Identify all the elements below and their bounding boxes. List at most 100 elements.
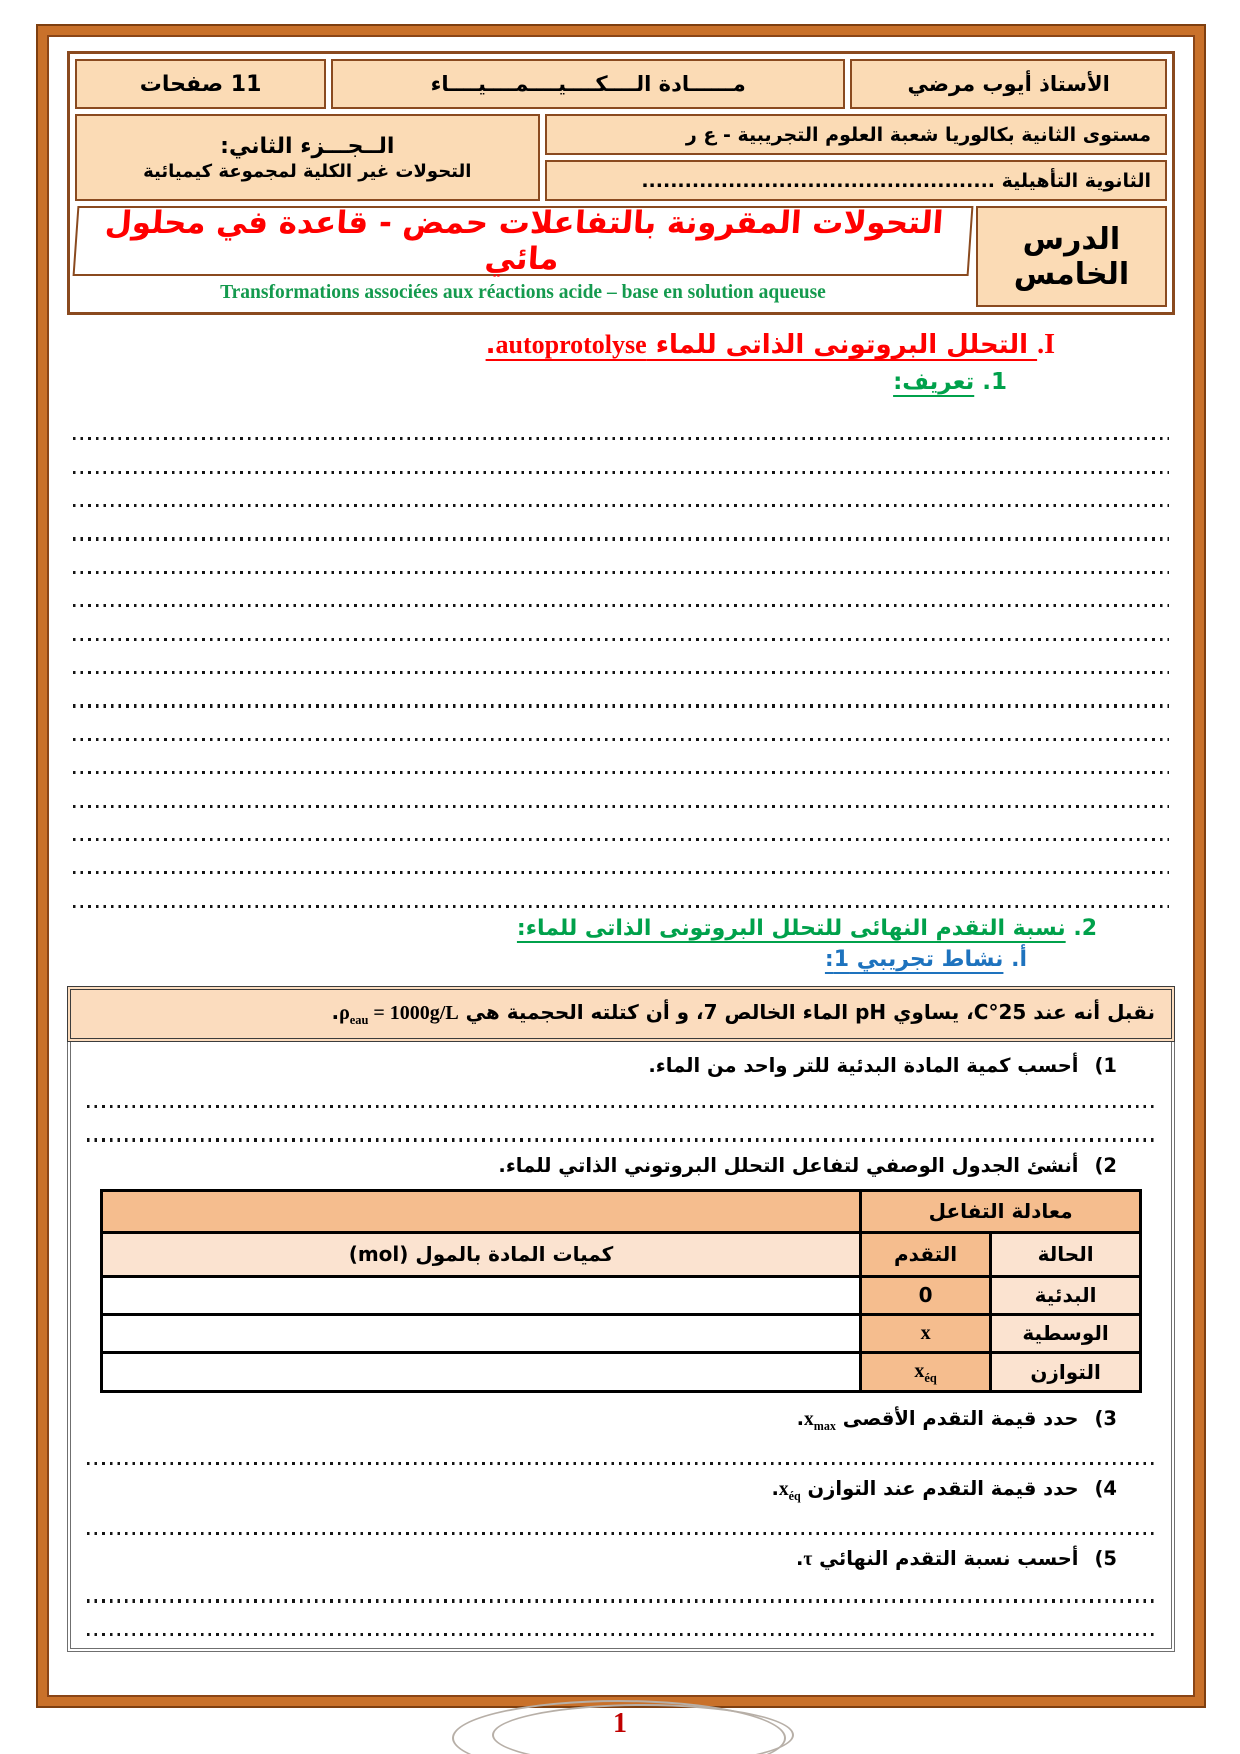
dotted-line: [67, 411, 1175, 444]
statement-period: .: [331, 999, 340, 1024]
question-3-number: 3): [1094, 1406, 1118, 1430]
xeq-symbol: x: [914, 1359, 925, 1382]
dotted-line: [67, 778, 1175, 811]
activity-subheading: أ. نشاط تجريبي 1:: [67, 941, 1175, 972]
header-row-2: مستوى الثانية بكالوريا شعبة العلوم التجر…: [75, 114, 1167, 201]
table-equation-row: معادلة التفاعل: [99, 1188, 1143, 1234]
question-5: 5) أحسب نسبة التقدم النهائي τ.: [81, 1539, 1161, 1573]
section2-heading: 2. نسبة التقدم النهائى للتحلل البروتونى …: [67, 912, 1175, 941]
dotted-line: [67, 511, 1175, 544]
statement-text: نقبل أنه عند 25°C، يساوي pH الماء الخالص…: [458, 999, 1155, 1024]
section2-number: 2.: [1065, 915, 1097, 941]
header-table: الأستاذ أيوب مرضي مــــــادة الــــكــــ…: [67, 51, 1175, 315]
equation-blank-cell: [99, 1188, 863, 1234]
question-4-period: .: [771, 1476, 779, 1500]
lesson-title-french: Transformations associées aux réactions …: [220, 282, 826, 303]
dotted-line: [67, 444, 1175, 477]
state-cell: التوازن: [989, 1350, 1143, 1393]
section1-title-latin: autoprotolyse: [495, 330, 647, 359]
definition-subheading: 1. تعريف:: [67, 361, 1175, 395]
tau-symbol: τ: [803, 1549, 813, 1571]
dotted-line: [67, 545, 1175, 578]
section1-heading: I. التحلل البروتونى الذاتى للماء autopro…: [67, 315, 1175, 361]
question-1-number: 1): [1094, 1053, 1118, 1077]
dotted-line: [81, 1607, 1161, 1640]
lesson-title-arabic: التحولات المقرونة بالتفاعلات حمض - قاعدة…: [72, 205, 974, 277]
question-2: 2) أنشئ الجدول الوصفي لتفاعل التحلل البر…: [81, 1146, 1161, 1179]
dotted-line: [67, 812, 1175, 845]
dotted-line: [67, 878, 1175, 911]
question-1: 1) أحسب كمية المادة البدئية للتر واحد من…: [81, 1046, 1161, 1079]
dotted-line: [67, 478, 1175, 511]
question-3: 3) حدد قيمة التقدم الأقصى xmax.: [81, 1399, 1161, 1436]
page-border-frame: الأستاذ أيوب مرضي مــــــادة الــــكــــ…: [38, 26, 1204, 1706]
subject-title: مــــــادة الــــكــــيــــمــــيــــاء: [331, 59, 846, 109]
question-4-text: حدد قيمة التقدم عند التوازن: [800, 1476, 1079, 1500]
question-5-text: أحسب نسبة التقدم النهائي: [812, 1547, 1079, 1571]
state-column-header: الحالة: [989, 1230, 1143, 1278]
dotted-line: [67, 578, 1175, 611]
xeq-symbol: xéq: [778, 1478, 801, 1503]
header-row-1: الأستاذ أيوب مرضي مــــــادة الــــكــــ…: [75, 59, 1167, 109]
state-cell: الوسطية: [989, 1312, 1143, 1354]
table-row-equilibrium: التوازن xéq: [99, 1350, 1143, 1393]
dotted-line: [81, 1506, 1161, 1539]
level-school-column: مستوى الثانية بكالوريا شعبة العلوم التجر…: [544, 114, 1167, 201]
dotted-line: [67, 678, 1175, 711]
reaction-table: معادلة التفاعل الحالة التقدم كميات الماد…: [99, 1188, 1143, 1393]
dotted-line: [67, 645, 1175, 678]
page-count: 11 صفحات: [75, 59, 327, 109]
dotted-line: [67, 611, 1175, 644]
dotted-line: [81, 1436, 1161, 1469]
xmax-symbol: xmax: [804, 1408, 836, 1433]
dotted-line: [67, 845, 1175, 878]
dotted-line: [81, 1079, 1161, 1112]
question-2-number: 2): [1094, 1153, 1118, 1177]
question-5-number: 5): [1094, 1547, 1118, 1571]
question-4: 4) حدد قيمة التقدم عند التوازن xéq.: [81, 1469, 1161, 1506]
part-title: الــجـــزء الثاني:: [220, 133, 395, 159]
definition-label: تعريف:: [893, 369, 975, 395]
question-4-number: 4): [1094, 1476, 1118, 1500]
table-row-initial: البدئية 0: [99, 1274, 1143, 1316]
dotted-line: [81, 1112, 1161, 1145]
section1-title-arabic: التحلل البروتونى الذاتى للماء: [646, 330, 1038, 360]
amounts-cell-blank: [99, 1350, 863, 1393]
question-1-text: أحسب كمية المادة البدئية للتر واحد من ال…: [648, 1053, 1079, 1077]
rho-symbol: ρ: [339, 1001, 350, 1024]
activity-box: 1) أحسب كمية المادة البدئية للتر واحد من…: [67, 1041, 1175, 1652]
activity-letter: أ.: [1003, 946, 1027, 972]
question-3-text: حدد قيمة التقدم الأقصى: [835, 1406, 1079, 1430]
dotted-line: [67, 712, 1175, 745]
question-2-text: أنشئ الجدول الوصفي لتفاعل التحلل البروتو…: [498, 1153, 1079, 1177]
table-header-row: الحالة التقدم كميات المادة بالمول (mol): [99, 1230, 1143, 1278]
progress-cell: xéq: [859, 1350, 993, 1393]
part-subtitle: التحولات غير الكلية لمجموعة كيميائية: [143, 160, 472, 182]
lesson-number-cell: الدرس الخامس: [975, 206, 1167, 307]
part-cell: الــجـــزء الثاني: التحولات غير الكلية ل…: [75, 114, 540, 201]
amounts-cell-blank: [99, 1274, 863, 1316]
progress-column-header: التقدم: [859, 1230, 993, 1278]
school-cell: الثانوية التأهيلية .....................…: [544, 160, 1167, 201]
progress-cell: x: [859, 1312, 993, 1354]
amounts-cell-blank: [99, 1312, 863, 1354]
rho-subscript: eau: [349, 1012, 369, 1027]
state-cell: البدئية: [989, 1274, 1143, 1316]
page-number: 1: [613, 1708, 627, 1739]
teacher-name: الأستاذ أيوب مرضي: [850, 59, 1167, 109]
table-row-intermediate: الوسطية x: [99, 1312, 1143, 1354]
amounts-column-header: كميات المادة بالمول (mol): [99, 1230, 863, 1278]
activity-label: نشاط تجريبي 1:: [824, 946, 1004, 972]
lesson-title-column: التحولات المقرونة بالتفاعلات حمض - قاعدة…: [72, 205, 974, 307]
equation-header-cell: معادلة التفاعل: [859, 1188, 1143, 1234]
progress-cell: 0: [859, 1274, 993, 1316]
section1-period: .: [485, 330, 496, 360]
level-cell: مستوى الثانية بكالوريا شعبة العلوم التجر…: [544, 114, 1167, 155]
section2-title: نسبة التقدم النهائى للتحلل البروتونى الذ…: [516, 915, 1066, 941]
header-row-3: الدرس الخامس التحولات المقرونة بالتفاعلا…: [72, 205, 1167, 307]
dotted-line: [67, 745, 1175, 778]
density-expression: ρeau = 1000g/L: [339, 1001, 459, 1027]
xeq-subscript: éq: [924, 1370, 937, 1385]
density-value: = 1000g/L: [368, 1001, 459, 1024]
